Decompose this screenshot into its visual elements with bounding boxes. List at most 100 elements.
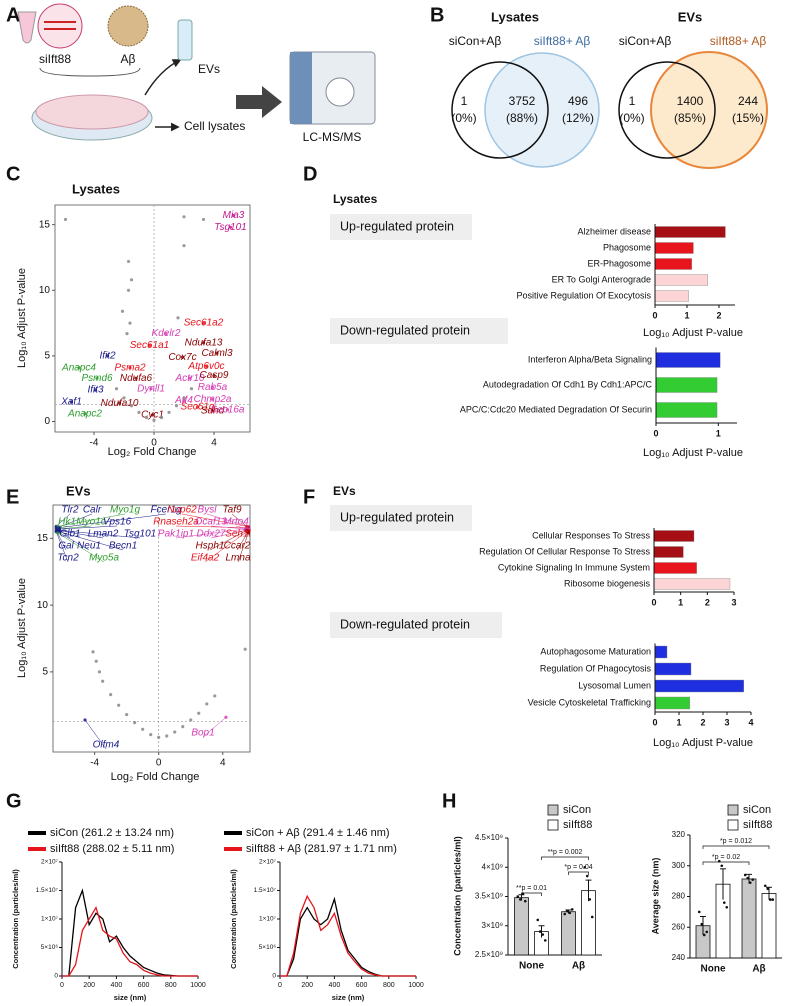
point-label: Pak1ip1	[158, 529, 194, 540]
x-tick-label: -4	[90, 758, 99, 769]
x-tick-label: 0	[652, 717, 657, 727]
point-label: Sdhd	[201, 406, 225, 417]
label-leader	[237, 532, 249, 563]
venn-count: 1400	[677, 94, 704, 108]
point	[164, 331, 168, 336]
x-tick-label: 2	[700, 717, 705, 727]
x-tick-label: 200	[301, 982, 313, 989]
legend-label: siIft88	[743, 819, 772, 831]
x-tick-label: 800	[165, 982, 177, 989]
point-label: Bysl	[198, 505, 218, 516]
y-tick-label: 3×10⁹	[482, 921, 503, 930]
point	[125, 331, 129, 336]
venn-count: 496	[568, 94, 588, 108]
replicate-point	[768, 898, 772, 901]
bar	[655, 352, 721, 368]
point	[213, 694, 217, 698]
point	[128, 366, 132, 370]
bar	[654, 662, 692, 676]
legend-swatch	[727, 804, 739, 816]
label-leader	[175, 528, 246, 539]
y-axis-label: Concentration (particles/ml)	[452, 836, 462, 956]
panel-label: E	[6, 486, 19, 508]
label-leader	[236, 531, 249, 551]
point-label: Cyc1	[141, 410, 164, 421]
significance-bracket	[702, 861, 750, 865]
point-label: Olfm4	[93, 740, 120, 751]
point-label: Eif4a2	[191, 553, 220, 564]
y-tick-label: 1.5×10⁷	[254, 887, 277, 894]
point	[231, 213, 236, 218]
point-label: Ifit3	[87, 385, 104, 396]
schematic-label: Aβ	[121, 52, 136, 66]
venn-percent: (12%)	[562, 111, 594, 125]
x-tick-label: 800	[383, 982, 395, 989]
x-axis-label: Log₂ Fold Change	[111, 771, 200, 783]
point-label: Mrto4	[223, 517, 249, 528]
x-axis-label: Log₁₀ Adjust P-value	[643, 327, 743, 339]
x-tick-label: 600	[356, 982, 368, 989]
point-label: Lman2	[88, 529, 119, 540]
point	[189, 718, 193, 722]
venn-evs: EVs siCon+Aβ siIft88+ Aβ 1 (0%) 1400 (85…	[618, 9, 768, 169]
plot-frame	[52, 504, 251, 753]
y-tick-label: 5×10⁶	[259, 944, 277, 951]
category-label: Regulation Of Phagocytosis	[540, 663, 652, 673]
chart-title: Lysates	[72, 181, 120, 196]
significance-label: **p = 0.002	[548, 849, 583, 856]
point-label: Sec61a1	[130, 340, 169, 351]
point	[93, 388, 98, 392]
point	[105, 354, 110, 358]
y-axis-label: Log₁₀ Adjust P-value	[16, 268, 28, 368]
venn-set-label: siIft88+ Aβ	[710, 34, 767, 48]
chart-title: EVs	[66, 483, 91, 498]
point-label: Rab5a	[198, 382, 228, 393]
replicate-point	[516, 895, 520, 898]
y-tick-label: 3.5×10⁹	[475, 892, 503, 901]
point	[109, 692, 113, 697]
subtitle-box	[330, 505, 472, 531]
point-label: Actr10	[175, 373, 205, 384]
point	[201, 217, 206, 222]
significance-bracket	[702, 845, 770, 849]
x-tick-label: 0	[651, 597, 656, 607]
point	[69, 400, 74, 404]
label-leader	[56, 513, 71, 527]
label-leader	[175, 525, 247, 528]
y-tick-label: 1×10⁷	[259, 916, 277, 923]
legend-swatch	[547, 819, 559, 831]
y-tick-label: 5×10⁶	[41, 944, 59, 951]
point-label: Myo5a	[89, 553, 119, 564]
point-label: Sec16a	[211, 404, 245, 415]
point-label: Rnaseh2a	[153, 517, 199, 528]
point	[159, 415, 164, 420]
replicate-point	[543, 939, 547, 942]
point	[134, 376, 138, 380]
replicate-point	[763, 884, 767, 888]
replicate-point	[536, 918, 540, 922]
point-label: Anapc4	[61, 362, 96, 373]
point-label: Calml3	[201, 348, 233, 359]
point	[205, 702, 209, 706]
point-label: Vps16	[103, 517, 132, 528]
point	[189, 387, 194, 391]
label-leader	[59, 530, 141, 539]
replicate-point	[702, 933, 706, 937]
x-tick-label: 4	[211, 438, 217, 449]
venn-circle	[650, 51, 768, 169]
point	[141, 727, 145, 731]
subtitle: Up-regulated protein	[340, 219, 454, 233]
replicate-point	[588, 898, 592, 901]
point	[228, 225, 233, 229]
venn-count: 1	[629, 94, 636, 108]
label-leader	[206, 513, 249, 527]
venn-circle	[618, 61, 716, 159]
label-leader	[59, 531, 124, 551]
replicate-point	[518, 898, 522, 901]
venn-set-label: siCon+Aβ	[619, 34, 672, 48]
significance-label: *p = 0.02	[712, 854, 740, 861]
x-tick-label: 1	[684, 310, 689, 320]
point-label: Ndufa6	[120, 373, 153, 384]
point-label: Glb1	[59, 529, 80, 540]
